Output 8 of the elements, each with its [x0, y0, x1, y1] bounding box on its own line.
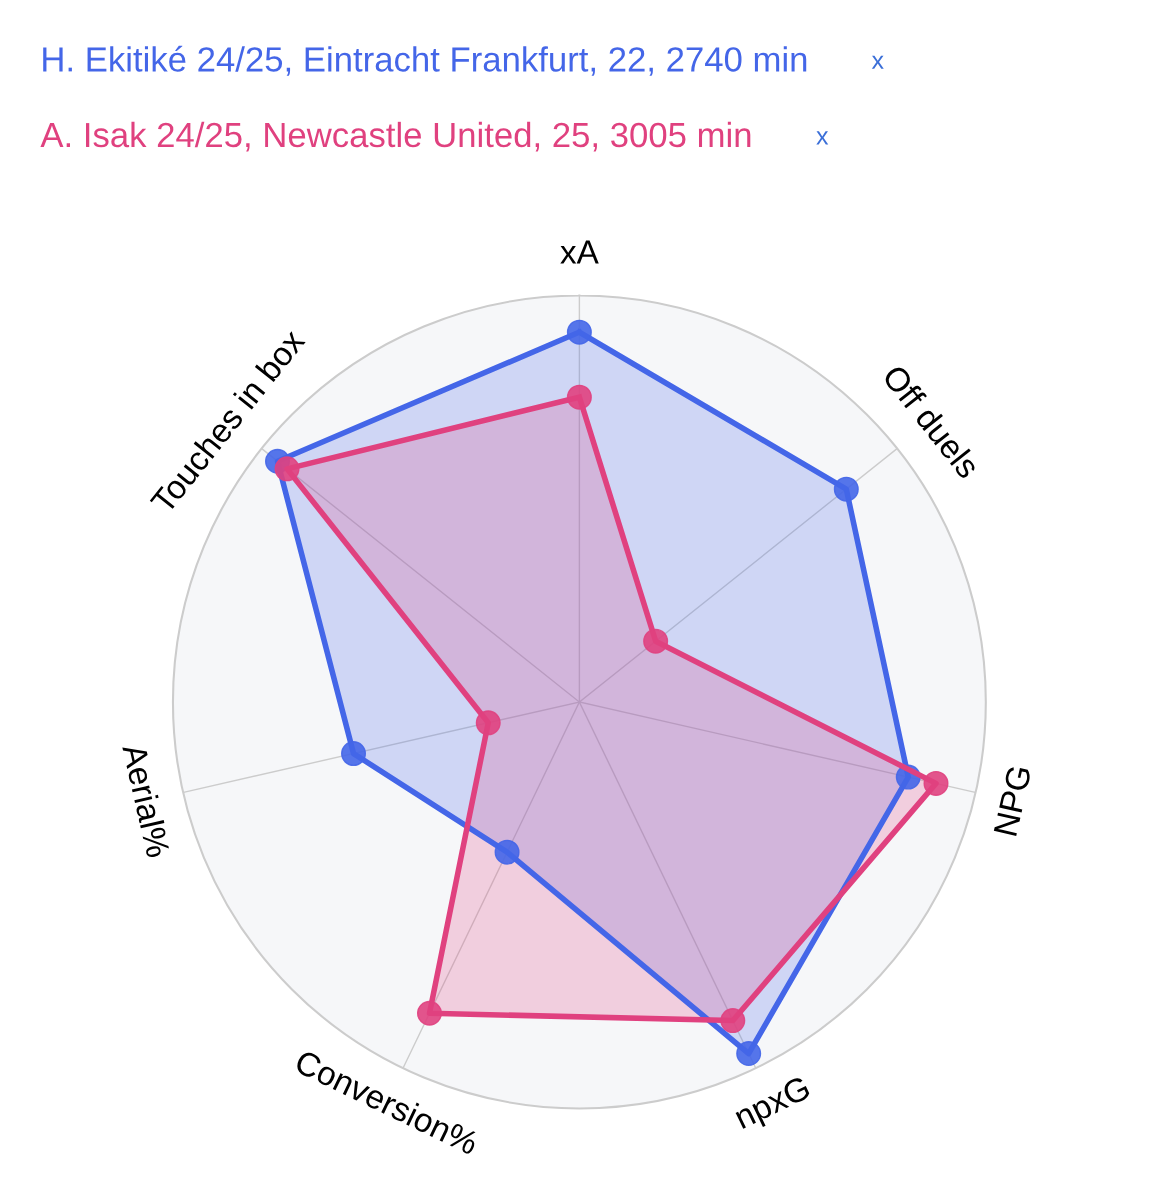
spoke-label: xA — [560, 240, 599, 264]
text: x — [816, 131, 829, 145]
text: H. Ekitiké 24/25, Eintracht Frankfurt, 22, 2740 min — [43, 45, 807, 76]
text: x — [871, 55, 884, 69]
spoke-label: NPG — [993, 765, 1032, 837]
spoke-label: Aerial% — [122, 742, 172, 859]
text: A. Isak 24/25, Newcastle United, 25, 3005 min — [40, 121, 751, 152]
spoke-label: npxG — [733, 1075, 814, 1136]
